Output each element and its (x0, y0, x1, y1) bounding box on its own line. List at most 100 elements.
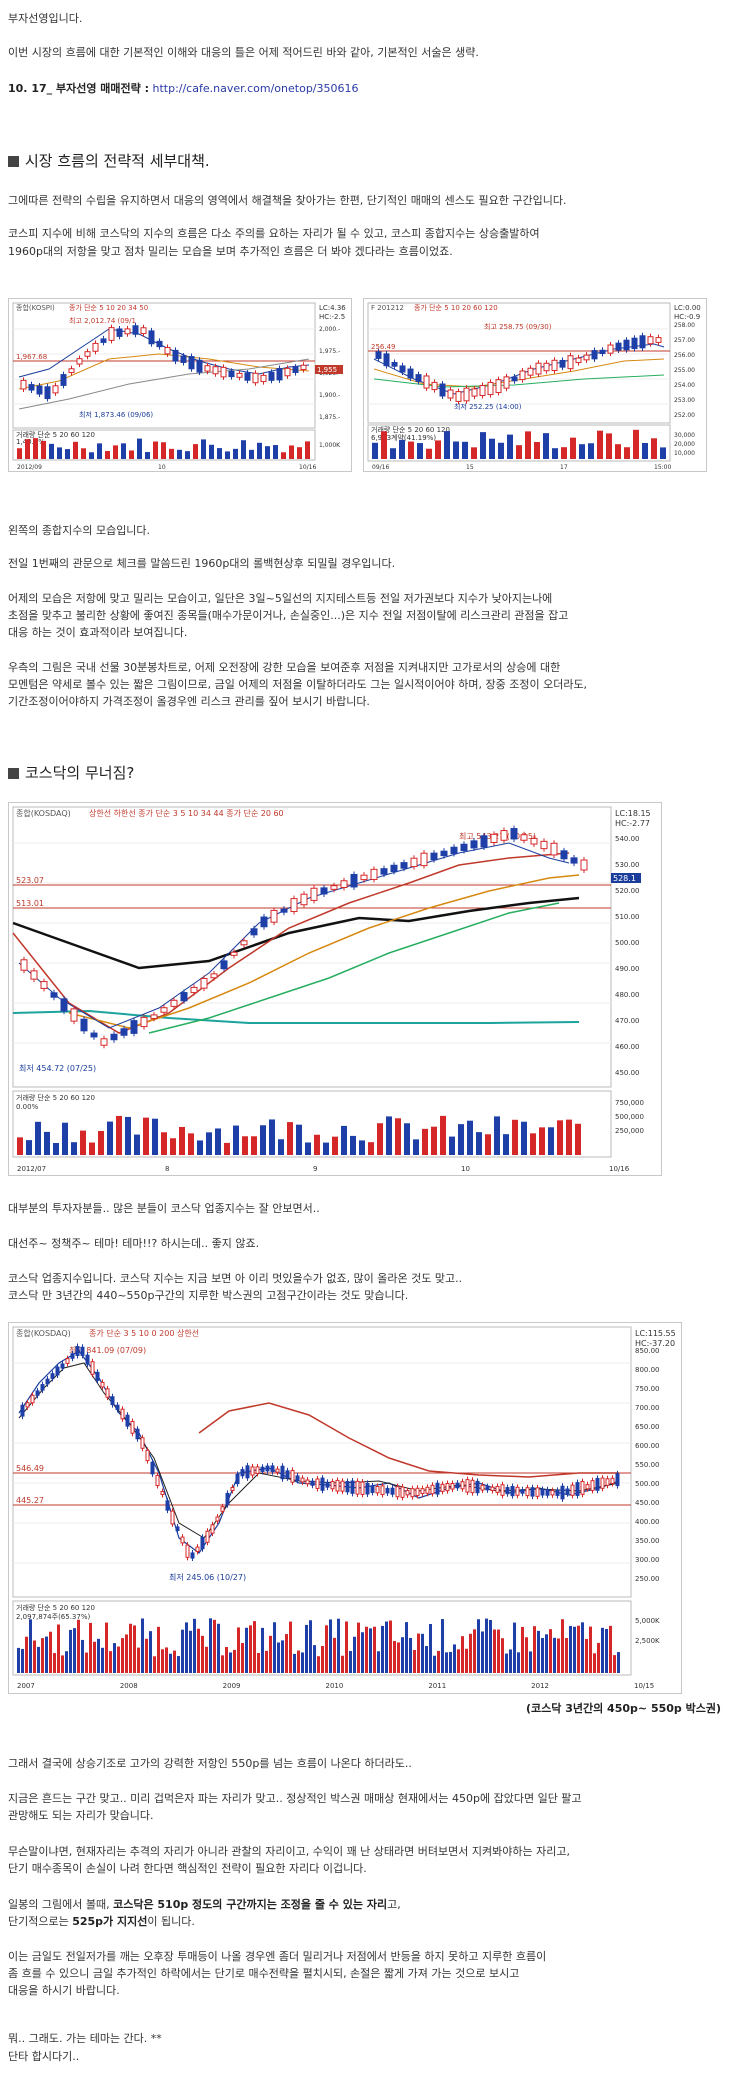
candle-body (380, 1485, 385, 1496)
kospi-y-tick: 2,000.- (319, 326, 340, 333)
volume-bar (241, 1643, 244, 1673)
candle-body (95, 1371, 100, 1381)
volume-bar (462, 441, 468, 459)
para4-a: 그래서 결국에 상승기조로 고가의 강력한 저항인 550p를 넘는 흐름이 나… (8, 1757, 412, 1770)
volume-bar (445, 1652, 448, 1673)
futures-vol-label: 거래량 단순 5 20 60 120 (371, 425, 450, 434)
candle-body (370, 868, 378, 880)
kosdaq-long-lc: LC:115.55 (635, 1329, 676, 1338)
volume-bar (145, 1638, 148, 1673)
candle-body (500, 830, 508, 841)
volume-bar (33, 438, 38, 459)
volume-bar (145, 452, 150, 459)
candle-body (100, 1038, 108, 1046)
volume-bar (417, 443, 423, 459)
volume-bar (242, 1136, 248, 1155)
candle-body (40, 981, 48, 989)
candle-body (511, 376, 518, 382)
volume-bar (395, 1118, 401, 1155)
strategy-link[interactable]: http://cafe.naver.com/onetop/350616 (152, 82, 359, 95)
square-bullet-icon (8, 156, 19, 167)
candle-body (463, 387, 470, 402)
candle-body (425, 1486, 430, 1494)
futures-vol-tick: 20,000 (674, 441, 695, 448)
candle-body (290, 898, 298, 913)
candle-body (375, 1485, 380, 1494)
volume-bar (287, 1122, 293, 1155)
kospi-date-label: 10/16 (299, 464, 316, 471)
candle-body (475, 1480, 480, 1494)
candle-body (300, 893, 308, 906)
candle-body (565, 1488, 570, 1495)
candle-body (205, 1530, 210, 1543)
volume-bar (17, 1137, 23, 1155)
volume-bar (449, 1136, 455, 1155)
volume-bar (373, 1626, 376, 1673)
volume-bar (97, 1638, 100, 1673)
volume-bar (107, 1121, 113, 1155)
candle-body (431, 381, 438, 391)
candle-body (40, 1384, 45, 1391)
candle-body (284, 367, 291, 377)
volume-bar (25, 439, 30, 459)
candle-body (440, 1483, 445, 1492)
kosdaq-long-level-a: 546.49 (16, 1464, 44, 1473)
candle-body (470, 840, 478, 849)
volume-bar (281, 1640, 284, 1673)
candle-body (405, 1490, 410, 1496)
volume-bar (137, 438, 142, 459)
futures-date-label: 09/16 (372, 464, 389, 471)
candle-body (100, 1381, 105, 1388)
candle-body (165, 1500, 170, 1511)
volume-bar (193, 1618, 196, 1673)
candle-body (525, 1487, 530, 1497)
kosdaq-long-vol-value: 2,097,874주(65.37%) (16, 1613, 90, 1621)
volume-bar (543, 433, 549, 459)
volume-bar (575, 1123, 581, 1155)
futures-30min-chart: F 201212 종가 단순 5 10 20 60 120 LC:0.00 HC… (363, 298, 707, 472)
volume-bar (377, 1651, 380, 1673)
candle-body (200, 978, 208, 989)
volume-bar (426, 448, 432, 459)
volume-bar (317, 1656, 320, 1673)
candle-body (265, 1465, 270, 1472)
volume-bar (413, 1139, 419, 1155)
volume-bar (441, 1619, 444, 1673)
volume-bar (233, 1649, 236, 1673)
candle-body (450, 846, 458, 855)
kosdaq-date-label: 9 (313, 1165, 317, 1173)
kosdaq-high: 최고 543.27 (10/15) (459, 831, 536, 841)
volume-bar (437, 1650, 440, 1673)
volume-bar (435, 440, 441, 459)
kosdaq-long-vol-label: 거래량 단순 5 20 60 120 (16, 1603, 95, 1612)
candle-body (460, 843, 468, 852)
futures-vol-tick: 10,000 (674, 450, 695, 457)
candle-body (551, 359, 558, 372)
volume-bar (597, 430, 603, 459)
candle-body (465, 1479, 470, 1493)
candle-body (535, 362, 542, 375)
volume-bar (153, 441, 158, 459)
candle-body (607, 344, 614, 354)
volume-bar (285, 1634, 288, 1673)
candle-body (50, 1373, 55, 1379)
volume-bar (241, 440, 246, 459)
kosdaq-daily-chart: 종합(KOSDAQ) 상한선 하한선 종가 단순 3 5 10 34 44 종가… (8, 802, 662, 1176)
kospi-price-box: 1,955 (317, 366, 337, 374)
kosdaq-long-y-tick: 650.00 (635, 1423, 660, 1431)
volume-bar (77, 1619, 80, 1673)
volume-bar (65, 1651, 68, 1673)
candle-body (570, 1484, 575, 1496)
candle-body (559, 359, 566, 368)
candle-body (280, 908, 288, 913)
candle-body (515, 1486, 520, 1496)
kosdaq-vol-tick: 750,000 (615, 1099, 644, 1107)
futures-y-tick: 252.00 (674, 412, 695, 419)
candle-body (490, 1486, 495, 1491)
candle-body (76, 358, 83, 365)
volume-bar (467, 1120, 473, 1155)
candle-body (340, 1480, 345, 1492)
volume-bar (513, 1622, 516, 1673)
futures-y-tick: 253.00 (674, 397, 695, 404)
volume-bar (498, 442, 504, 459)
